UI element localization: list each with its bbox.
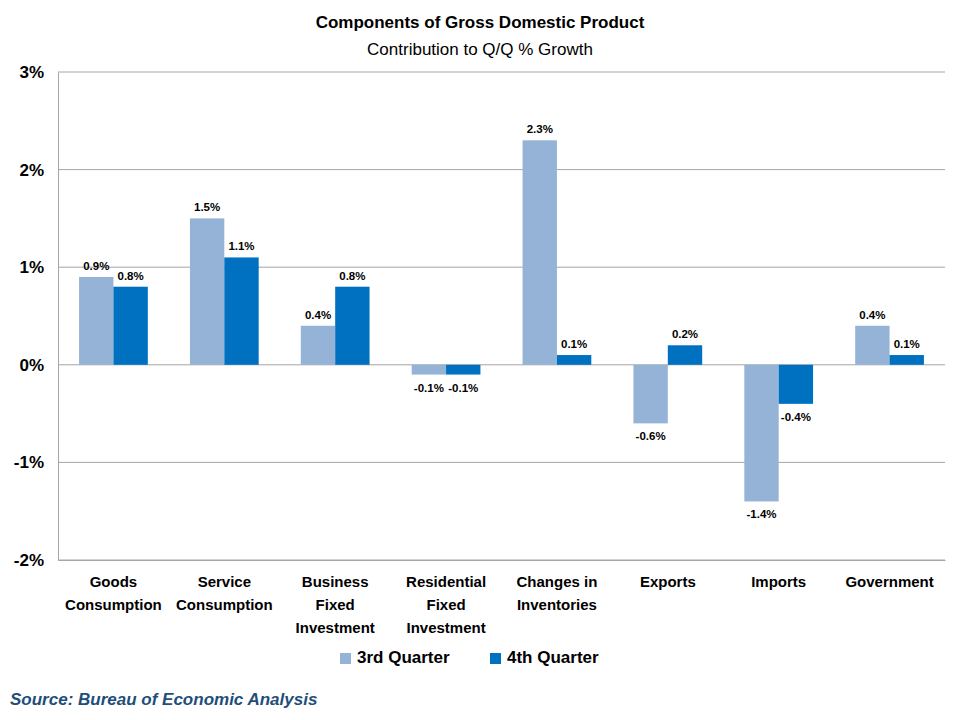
y-axis: -2% -1% 0% 1% 2% 3%	[14, 63, 59, 570]
x-tick-label-line: Service	[198, 573, 251, 590]
x-tick-label: Business Fixed Investment	[296, 573, 375, 637]
bar	[557, 355, 591, 365]
x-tick-label: Residential Fixed Investment	[406, 573, 486, 637]
x-tick-label-line: Exports	[640, 573, 696, 590]
x-tick-label-line: Imports	[751, 573, 806, 590]
data-label: 0.1%	[894, 338, 920, 350]
x-tick-label: Changes in Inventories	[517, 573, 598, 613]
x-tick: Imports	[751, 560, 806, 590]
data-label: 1.1%	[228, 240, 254, 252]
y-tick: -1%	[14, 453, 58, 472]
subtitle: Contribution to Q/Q % Growth	[367, 40, 593, 59]
legend-swatch	[340, 653, 351, 664]
bar	[668, 345, 702, 365]
x-tick-label-line: Changes in	[517, 573, 598, 590]
source: Source: Bureau of Economic Analysis	[10, 690, 317, 709]
data-label: -0.1%	[414, 382, 444, 394]
x-tick: Service Consumption	[176, 560, 273, 613]
data-label: 0.4%	[859, 309, 885, 321]
y-tick-label: 1%	[19, 258, 44, 277]
x-axis-line	[59, 560, 946, 561]
data-label: 0.8%	[339, 270, 365, 282]
bars	[79, 140, 924, 501]
bar	[301, 326, 335, 365]
x-tick-label: Government	[845, 573, 933, 590]
bar	[779, 365, 813, 404]
bar	[113, 287, 147, 365]
y-tick-label: -2%	[14, 551, 44, 570]
data-label: -1.4%	[746, 508, 776, 520]
bar	[190, 218, 224, 364]
y-tick-label: -1%	[14, 453, 44, 472]
x-tick: Goods Consumption	[65, 560, 162, 613]
data-label: -0.1%	[448, 382, 478, 394]
bar	[79, 277, 113, 365]
x-tick: Changes in Inventories	[517, 560, 598, 613]
data-label: 0.8%	[118, 270, 144, 282]
y-tick: 1%	[19, 258, 58, 277]
y-tick: 3%	[19, 63, 58, 82]
grid-line	[58, 462, 945, 463]
x-tick-label-line: Consumption	[176, 596, 273, 613]
x-tick: Government	[845, 560, 933, 590]
x-tick-label-line: Government	[845, 573, 933, 590]
bar	[855, 326, 889, 365]
bar	[744, 365, 778, 502]
chart: Components of Gross Domestic Product Cont…	[0, 0, 960, 720]
x-tick-label: Service Consumption	[176, 573, 273, 613]
data-label: 2.3%	[527, 123, 553, 135]
series-bars	[79, 140, 889, 501]
grid-line	[58, 560, 945, 561]
y-tick: -2%	[14, 551, 58, 570]
x-tick-label: Exports	[640, 573, 696, 590]
y-tick: 2%	[19, 161, 58, 180]
x-tick-label: Imports	[751, 573, 806, 590]
bar	[633, 365, 667, 424]
bar	[446, 365, 480, 375]
grid-line	[58, 169, 945, 170]
bar	[523, 140, 557, 364]
data-label: 0.4%	[305, 309, 331, 321]
bar	[224, 257, 258, 364]
grid-line	[58, 72, 945, 73]
data-label: -0.6%	[636, 430, 666, 442]
data-label: 0.2%	[672, 328, 698, 340]
y-tick-label: 3%	[19, 63, 44, 82]
x-tick-label-line: Consumption	[65, 596, 162, 613]
y-tick: 0%	[19, 356, 58, 375]
title: Components of Gross Domestic Product	[316, 13, 645, 32]
x-tick: Exports	[640, 560, 696, 590]
grid	[58, 72, 945, 560]
y-axis-line	[58, 73, 59, 561]
y-tick-label: 2%	[19, 161, 44, 180]
legend: 3rd Quarter 4th Quarter	[340, 648, 599, 667]
x-tick: Business Fixed Investment	[296, 560, 375, 636]
legend-label: 3rd Quarter	[357, 648, 450, 667]
x-tick-label-line: Fixed	[426, 596, 465, 613]
legend-swatch	[490, 653, 501, 664]
bar	[412, 365, 446, 375]
data-label: 1.5%	[194, 201, 220, 213]
series-bars	[113, 257, 923, 403]
x-tick-label-line: Goods	[90, 573, 138, 590]
legend-label: 4th Quarter	[507, 648, 599, 667]
bar	[890, 355, 924, 365]
x-tick-label-line: Residential	[406, 573, 486, 590]
x-tick: Residential Fixed Investment	[406, 560, 486, 636]
x-tick-label-line: Inventories	[517, 596, 597, 613]
x-tick-label-line: Fixed	[316, 596, 355, 613]
x-tick-label-line: Investment	[296, 619, 375, 636]
background	[0, 0, 960, 720]
x-axis: Goods Consumption Service Consumption Busine…	[59, 560, 946, 636]
x-tick-label: Goods Consumption	[65, 573, 162, 613]
x-tick-label-line: Business	[302, 573, 369, 590]
data-label: -0.4%	[781, 411, 811, 423]
y-tick-label: 0%	[19, 356, 44, 375]
data-label: 0.9%	[83, 260, 109, 272]
data-label: 0.1%	[561, 338, 587, 350]
x-tick-label-line: Investment	[406, 619, 485, 636]
data-labels: 0.9% 1.5% 0.4% -0.1% 2.3% -0.6% -1.4% 0.4% 0.8% 1…	[83, 123, 920, 520]
bar	[335, 287, 369, 365]
